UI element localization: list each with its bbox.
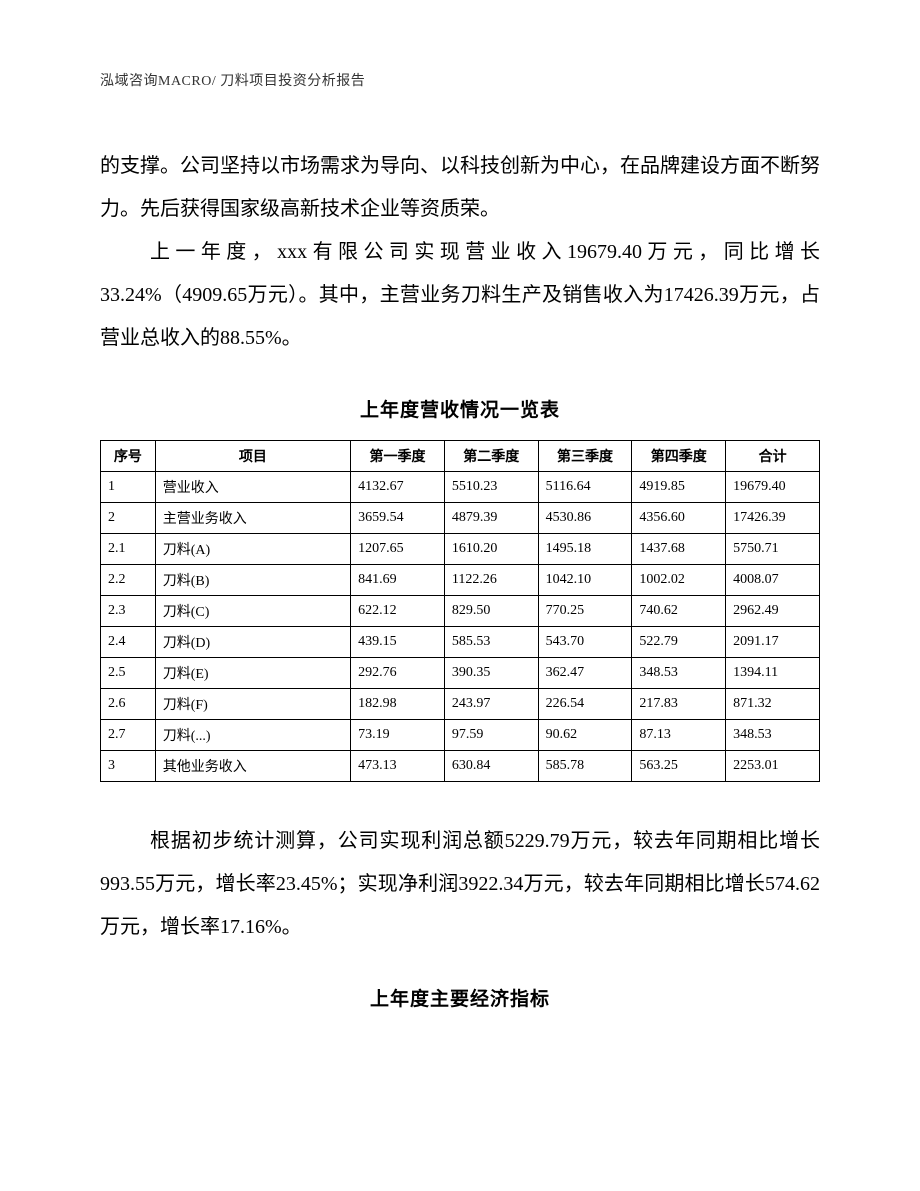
table-row: 2.3刀料(C)622.12829.50770.25740.622962.49 xyxy=(101,596,820,627)
table-cell: 4879.39 xyxy=(444,503,538,534)
table-cell: 刀料(C) xyxy=(155,596,350,627)
table-cell: 841.69 xyxy=(351,565,445,596)
revenue-table: 序号 项目 第一季度 第二季度 第三季度 第四季度 合计 1营业收入4132.6… xyxy=(100,440,820,782)
col-total: 合计 xyxy=(726,441,820,472)
table-cell: 1 xyxy=(101,472,156,503)
table-cell: 622.12 xyxy=(351,596,445,627)
table-row: 2.2刀料(B)841.691122.261042.101002.024008.… xyxy=(101,565,820,596)
col-q4: 第四季度 xyxy=(632,441,726,472)
table-cell: 87.13 xyxy=(632,720,726,751)
table-row: 2.1刀料(A)1207.651610.201495.181437.685750… xyxy=(101,534,820,565)
table-cell: 1042.10 xyxy=(538,565,632,596)
table-cell: 主营业务收入 xyxy=(155,503,350,534)
table-cell: 1002.02 xyxy=(632,565,726,596)
table-cell: 刀料(F) xyxy=(155,689,350,720)
table-cell: 3659.54 xyxy=(351,503,445,534)
table-row: 1营业收入4132.675510.235116.644919.8519679.4… xyxy=(101,472,820,503)
table-cell: 2091.17 xyxy=(726,627,820,658)
table-cell: 5116.64 xyxy=(538,472,632,503)
col-item: 项目 xyxy=(155,441,350,472)
table-cell: 543.70 xyxy=(538,627,632,658)
table-cell: 4132.67 xyxy=(351,472,445,503)
paragraph-1: 的支撑。公司坚持以市场需求为导向、以科技创新为中心，在品牌建设方面不断努力。先后… xyxy=(100,145,820,360)
col-q3: 第三季度 xyxy=(538,441,632,472)
table-row: 2.5刀料(E)292.76390.35362.47348.531394.11 xyxy=(101,658,820,689)
table-cell: 73.19 xyxy=(351,720,445,751)
table-cell: 17426.39 xyxy=(726,503,820,534)
table-cell: 刀料(D) xyxy=(155,627,350,658)
table-cell: 871.32 xyxy=(726,689,820,720)
table-cell: 刀料(A) xyxy=(155,534,350,565)
page-header: 泓域咨询MACRO/ 刀料项目投资分析报告 xyxy=(100,70,820,90)
table-cell: 19679.40 xyxy=(726,472,820,503)
table-row: 2.4刀料(D)439.15585.53543.70522.792091.17 xyxy=(101,627,820,658)
table-cell: 2.3 xyxy=(101,596,156,627)
table-header-row: 序号 项目 第一季度 第二季度 第三季度 第四季度 合计 xyxy=(101,441,820,472)
table-cell: 390.35 xyxy=(444,658,538,689)
table-cell: 5510.23 xyxy=(444,472,538,503)
table-cell: 348.53 xyxy=(726,720,820,751)
col-seq: 序号 xyxy=(101,441,156,472)
paragraph-2: 根据初步统计测算，公司实现利润总额5229.79万元，较去年同期相比增长993.… xyxy=(100,820,820,949)
table-cell: 243.97 xyxy=(444,689,538,720)
table-row: 2.7刀料(...)73.1997.5990.6287.13348.53 xyxy=(101,720,820,751)
table-cell: 182.98 xyxy=(351,689,445,720)
table-row: 3其他业务收入473.13630.84585.78563.252253.01 xyxy=(101,751,820,782)
table-cell: 770.25 xyxy=(538,596,632,627)
table-cell: 4356.60 xyxy=(632,503,726,534)
table-cell: 2.1 xyxy=(101,534,156,565)
table-cell: 刀料(...) xyxy=(155,720,350,751)
col-q1: 第一季度 xyxy=(351,441,445,472)
table-cell: 217.83 xyxy=(632,689,726,720)
table-row: 2.6刀料(F)182.98243.97226.54217.83871.32 xyxy=(101,689,820,720)
table-cell: 4919.85 xyxy=(632,472,726,503)
table-cell: 473.13 xyxy=(351,751,445,782)
table-cell: 292.76 xyxy=(351,658,445,689)
table-row: 2主营业务收入3659.544879.394530.864356.6017426… xyxy=(101,503,820,534)
table-cell: 2.6 xyxy=(101,689,156,720)
table-cell: 90.62 xyxy=(538,720,632,751)
table-cell: 829.50 xyxy=(444,596,538,627)
table-cell: 97.59 xyxy=(444,720,538,751)
table-cell: 362.47 xyxy=(538,658,632,689)
table-cell: 2253.01 xyxy=(726,751,820,782)
table-cell: 522.79 xyxy=(632,627,726,658)
table-cell: 439.15 xyxy=(351,627,445,658)
table-cell: 1122.26 xyxy=(444,565,538,596)
table-cell: 1207.65 xyxy=(351,534,445,565)
table-cell: 226.54 xyxy=(538,689,632,720)
table-cell: 1495.18 xyxy=(538,534,632,565)
table-cell: 585.53 xyxy=(444,627,538,658)
table-cell: 630.84 xyxy=(444,751,538,782)
table-cell: 2962.49 xyxy=(726,596,820,627)
table-cell: 营业收入 xyxy=(155,472,350,503)
table-cell: 2.4 xyxy=(101,627,156,658)
table-cell: 1610.20 xyxy=(444,534,538,565)
table-cell: 5750.71 xyxy=(726,534,820,565)
table-cell: 1437.68 xyxy=(632,534,726,565)
para2-text: 根据初步统计测算，公司实现利润总额5229.79万元，较去年同期相比增长993.… xyxy=(100,820,820,949)
table-cell: 2.2 xyxy=(101,565,156,596)
table-cell: 4530.86 xyxy=(538,503,632,534)
table-cell: 563.25 xyxy=(632,751,726,782)
table-cell: 2.5 xyxy=(101,658,156,689)
section2-title: 上年度主要经济指标 xyxy=(100,984,820,1011)
para1-line1: 的支撑。公司坚持以市场需求为导向、以科技创新为中心，在品牌建设方面不断努力。先后… xyxy=(100,155,820,220)
table-cell: 其他业务收入 xyxy=(155,751,350,782)
table-cell: 3 xyxy=(101,751,156,782)
table-cell: 2 xyxy=(101,503,156,534)
table-cell: 2.7 xyxy=(101,720,156,751)
table-cell: 348.53 xyxy=(632,658,726,689)
table-cell: 1394.11 xyxy=(726,658,820,689)
table-cell: 4008.07 xyxy=(726,565,820,596)
table1-title: 上年度营收情况一览表 xyxy=(100,395,820,422)
table-cell: 刀料(B) xyxy=(155,565,350,596)
col-q2: 第二季度 xyxy=(444,441,538,472)
table-cell: 740.62 xyxy=(632,596,726,627)
para1-line2: 上一年度，xxx有限公司实现营业收入19679.40万元，同比增长33.24%（… xyxy=(100,231,820,360)
table-cell: 585.78 xyxy=(538,751,632,782)
table-cell: 刀料(E) xyxy=(155,658,350,689)
